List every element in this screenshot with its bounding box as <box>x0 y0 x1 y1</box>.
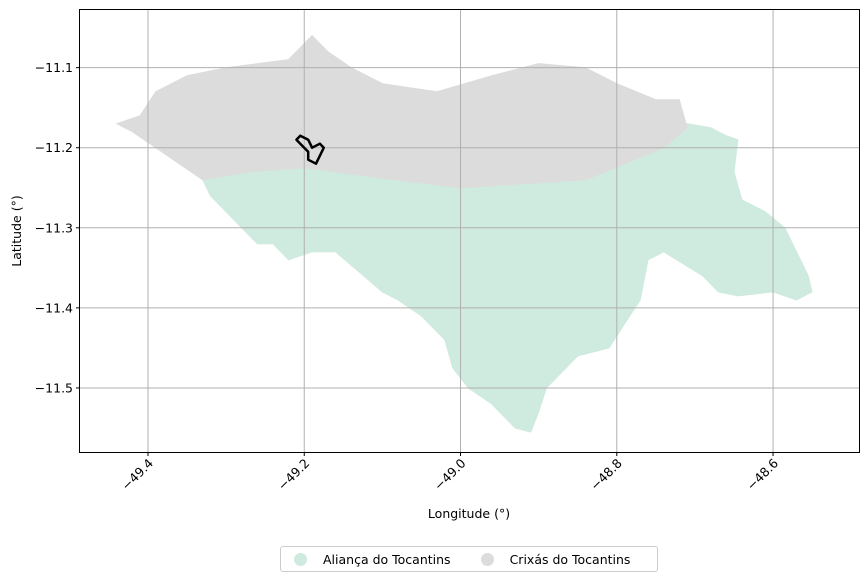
x-tick-label: −48.8 <box>587 455 625 493</box>
highlight-outline-group <box>295 134 326 165</box>
x-axis-label: Longitude (°) <box>428 506 510 521</box>
y-ticks: −11.1 −11.2 −11.3 −11.4 −11.5 <box>35 60 80 395</box>
region-crixas-do-tocantins <box>115 34 688 189</box>
legend: Aliança do Tocantins Crixás do Tocantins <box>280 546 658 572</box>
y-tick-label: −11.5 <box>35 380 73 395</box>
legend-marker-alianca <box>294 552 307 566</box>
legend-label-alianca: Aliança do Tocantins <box>323 551 451 567</box>
y-tick-label: −11.2 <box>35 140 73 155</box>
legend-item-crixas: Crixás do Tocantins <box>480 551 631 567</box>
x-tick-label: −49.2 <box>275 456 313 494</box>
legend-item-alianca: Aliança do Tocantins <box>294 552 451 567</box>
y-axis-label: Latitude (°) <box>9 195 24 266</box>
x-ticks: −49.4 −49.2 −49.0 −48.8 −48.6 <box>118 452 781 493</box>
map-regions <box>115 34 813 433</box>
region-alianca-do-tocantins <box>201 123 813 433</box>
highlight-outline <box>295 134 326 165</box>
grid-lines <box>80 10 859 452</box>
y-tick-label: −11.1 <box>35 60 73 75</box>
x-tick-label: −49.4 <box>118 455 156 493</box>
y-tick-label: −11.3 <box>35 220 73 235</box>
plot-frame <box>79 9 860 453</box>
legend-marker-crixas <box>480 552 494 566</box>
legend-label-crixas: Crixás do Tocantins <box>509 551 631 567</box>
x-tick-label: −48.6 <box>743 455 781 493</box>
x-tick-label: −49.0 <box>431 455 469 493</box>
y-tick-label: −11.4 <box>35 300 73 315</box>
